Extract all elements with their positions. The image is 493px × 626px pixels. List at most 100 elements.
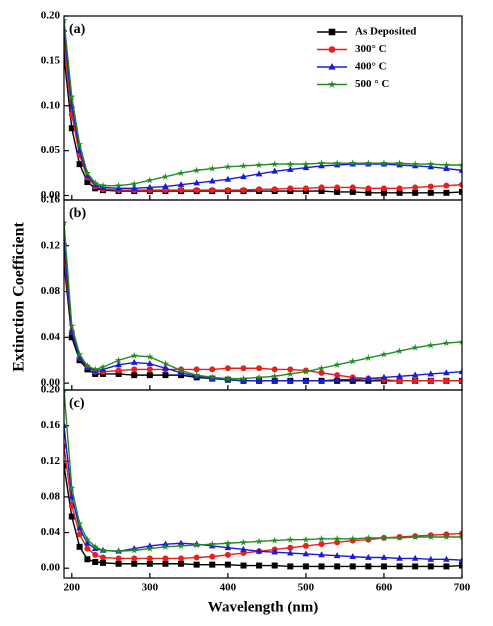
marker <box>177 169 185 177</box>
marker <box>240 365 247 372</box>
marker <box>458 368 462 375</box>
marker <box>302 563 309 570</box>
marker <box>427 370 435 377</box>
marker <box>130 179 138 187</box>
marker <box>396 372 403 379</box>
marker <box>224 561 231 568</box>
marker <box>458 556 462 563</box>
marker <box>334 184 341 191</box>
marker <box>427 563 434 570</box>
marker <box>443 377 450 384</box>
legend-marker <box>328 28 336 36</box>
marker <box>458 161 462 169</box>
marker <box>302 160 310 168</box>
marker <box>193 366 200 373</box>
marker <box>302 185 309 192</box>
marker <box>318 377 325 384</box>
marker <box>442 339 451 347</box>
y-tick-label: 0.00 <box>41 377 61 389</box>
marker <box>99 181 107 189</box>
marker <box>365 563 372 570</box>
marker <box>318 369 325 376</box>
y-tick-label: 0.08 <box>41 285 61 297</box>
marker <box>349 357 357 365</box>
marker <box>443 563 450 570</box>
marker <box>84 179 91 186</box>
y-tick-label: 0.20 <box>41 10 61 22</box>
marker <box>427 377 434 384</box>
marker <box>193 561 200 568</box>
marker <box>318 541 325 548</box>
marker <box>84 539 91 546</box>
marker <box>442 161 451 169</box>
marker <box>365 189 372 196</box>
marker <box>224 175 232 182</box>
marker <box>443 182 450 189</box>
plot-frame <box>63 389 463 579</box>
marker <box>443 164 450 171</box>
marker <box>255 170 263 177</box>
marker <box>83 535 92 543</box>
marker <box>412 184 419 191</box>
marker <box>255 537 263 545</box>
marker <box>178 187 185 194</box>
marker <box>318 162 325 169</box>
y-tick-label: 0.08 <box>41 490 61 502</box>
marker <box>380 159 388 167</box>
marker <box>427 555 435 562</box>
marker <box>208 373 216 381</box>
marker <box>287 377 294 384</box>
marker <box>146 176 154 184</box>
marker <box>84 556 91 563</box>
marker <box>286 370 295 378</box>
marker <box>411 371 419 378</box>
marker <box>302 164 310 171</box>
legend-label: 500 ° C <box>355 78 389 90</box>
marker <box>459 188 462 195</box>
marker <box>411 554 419 561</box>
marker <box>380 553 388 560</box>
panel-label: (c) <box>69 396 85 411</box>
marker <box>162 182 169 189</box>
marker <box>224 162 232 170</box>
marker <box>395 534 404 542</box>
marker <box>396 185 403 192</box>
marker <box>161 542 170 550</box>
marker <box>99 365 107 372</box>
marker <box>115 555 122 562</box>
marker <box>302 542 309 549</box>
marker <box>224 187 231 194</box>
series-line <box>64 253 462 382</box>
marker <box>318 563 325 570</box>
marker <box>287 165 294 172</box>
marker <box>177 366 185 374</box>
marker <box>271 562 278 569</box>
marker <box>458 166 462 173</box>
marker <box>459 181 462 188</box>
marker <box>240 377 247 384</box>
marker <box>317 364 326 372</box>
marker <box>365 185 372 192</box>
marker <box>271 186 278 193</box>
y-tick-label: 0.12 <box>41 239 61 251</box>
marker <box>427 160 435 168</box>
marker <box>177 369 185 376</box>
marker <box>83 362 92 370</box>
y-tick-label: 0.04 <box>41 526 61 538</box>
marker <box>459 377 462 384</box>
marker <box>318 551 325 558</box>
marker <box>177 181 185 188</box>
marker <box>459 530 462 537</box>
marker <box>146 352 154 360</box>
y-tick-label: 0.20 <box>41 384 61 396</box>
legend-marker <box>328 63 336 70</box>
x-tick-label: 200 <box>64 582 81 594</box>
marker <box>255 547 263 554</box>
marker <box>161 359 170 367</box>
marker <box>380 185 387 192</box>
marker <box>395 347 404 355</box>
marker <box>256 365 263 372</box>
marker <box>380 189 387 196</box>
marker <box>131 372 138 379</box>
series-line <box>64 242 462 382</box>
